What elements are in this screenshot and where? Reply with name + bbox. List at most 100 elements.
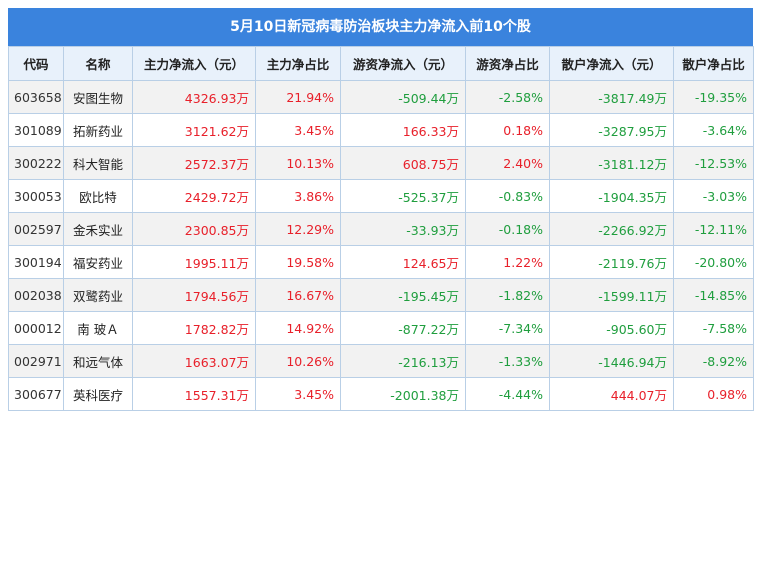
cell-retail-ratio: -19.35% — [673, 80, 754, 114]
cell-stock-code: 000012 — [8, 311, 64, 345]
cell-main-ratio: 3.45% — [255, 377, 341, 411]
cell-stock-name: 双鹭药业 — [63, 278, 133, 312]
cell-stock-code: 301089 — [8, 113, 64, 147]
cell-retail-ratio: -3.03% — [673, 179, 754, 213]
fund-flow-table-panel: 5月10日新冠病毒防治板块主力净流入前10个股 代码 名称 主力净流入（元） 主… — [8, 8, 754, 411]
cell-main-ratio: 3.86% — [255, 179, 341, 213]
col-header-main-inflow[interactable]: 主力净流入（元） — [132, 46, 256, 81]
table-row[interactable]: 300677 英科医疗 1557.31万 3.45% -2001.38万 -4.44% 44… — [8, 377, 754, 411]
cell-hot-money-ratio: 1.22% — [465, 245, 550, 279]
cell-hot-money-inflow: -33.93万 — [340, 212, 466, 246]
cell-main-ratio: 3.45% — [255, 113, 341, 147]
cell-retail-ratio: -3.64% — [673, 113, 754, 147]
cell-stock-code: 300677 — [8, 377, 64, 411]
cell-main-inflow: 2300.85万 — [132, 212, 256, 246]
cell-retail-inflow: -1904.35万 — [549, 179, 674, 213]
cell-hot-money-ratio: 2.40% — [465, 146, 550, 180]
cell-main-ratio: 14.92% — [255, 311, 341, 345]
cell-stock-code: 300222 — [8, 146, 64, 180]
fund-flow-table: 代码 名称 主力净流入（元） 主力净占比 游资净流入（元） 游资净占比 散户净流… — [8, 46, 754, 411]
cell-stock-name: 拓新药业 — [63, 113, 133, 147]
cell-hot-money-inflow: -877.22万 — [340, 311, 466, 345]
cell-stock-code: 002038 — [8, 278, 64, 312]
col-header-hot-money-ratio[interactable]: 游资净占比 — [465, 46, 550, 81]
cell-stock-code: 300053 — [8, 179, 64, 213]
cell-hot-money-ratio: -2.58% — [465, 80, 550, 114]
cell-stock-code: 002597 — [8, 212, 64, 246]
cell-retail-inflow: -2266.92万 — [549, 212, 674, 246]
cell-stock-code: 300194 — [8, 245, 64, 279]
cell-hot-money-ratio: -0.83% — [465, 179, 550, 213]
table-row[interactable]: 000012 南 玻Ａ 1782.82万 14.92% -877.22万 -7.34% -9… — [8, 311, 754, 345]
cell-retail-inflow: -3817.49万 — [549, 80, 674, 114]
cell-main-inflow: 1557.31万 — [132, 377, 256, 411]
table-row[interactable]: 002971 和远气体 1663.07万 10.26% -216.13万 -1.33% -1… — [8, 344, 754, 378]
col-header-code[interactable]: 代码 — [8, 46, 64, 81]
col-header-name[interactable]: 名称 — [63, 46, 133, 81]
cell-stock-name: 欧比特 — [63, 179, 133, 213]
table-row[interactable]: 300053 欧比特 2429.72万 3.86% -525.37万 -0.83% -190… — [8, 179, 754, 213]
table-header-row: 代码 名称 主力净流入（元） 主力净占比 游资净流入（元） 游资净占比 散户净流… — [8, 46, 754, 81]
cell-hot-money-inflow: -2001.38万 — [340, 377, 466, 411]
cell-hot-money-ratio: -1.82% — [465, 278, 550, 312]
cell-retail-ratio: 0.98% — [673, 377, 754, 411]
table-row[interactable]: 300194 福安药业 1995.11万 19.58% 124.65万 1.22% -211… — [8, 245, 754, 279]
table-body: 603658 安图生物 4326.93万 21.94% -509.44万 -2.58% -3… — [8, 80, 754, 411]
cell-retail-inflow: -905.60万 — [549, 311, 674, 345]
cell-main-ratio: 10.26% — [255, 344, 341, 378]
table-row[interactable]: 301089 拓新药业 3121.62万 3.45% 166.33万 0.18% -3287… — [8, 113, 754, 147]
col-header-hot-money-inflow[interactable]: 游资净流入（元） — [340, 46, 466, 81]
cell-hot-money-ratio: -0.18% — [465, 212, 550, 246]
cell-retail-inflow: -3181.12万 — [549, 146, 674, 180]
cell-main-inflow: 2429.72万 — [132, 179, 256, 213]
cell-retail-inflow: 444.07万 — [549, 377, 674, 411]
cell-retail-ratio: -20.80% — [673, 245, 754, 279]
cell-hot-money-inflow: -525.37万 — [340, 179, 466, 213]
cell-main-inflow: 3121.62万 — [132, 113, 256, 147]
table-row[interactable]: 603658 安图生物 4326.93万 21.94% -509.44万 -2.58% -3… — [8, 80, 754, 114]
cell-hot-money-ratio: -1.33% — [465, 344, 550, 378]
cell-stock-name: 英科医疗 — [63, 377, 133, 411]
col-header-retail-ratio[interactable]: 散户净占比 — [673, 46, 754, 81]
cell-stock-name: 金禾实业 — [63, 212, 133, 246]
cell-stock-name: 南 玻Ａ — [63, 311, 133, 345]
cell-main-ratio: 16.67% — [255, 278, 341, 312]
cell-main-inflow: 2572.37万 — [132, 146, 256, 180]
cell-main-inflow: 1663.07万 — [132, 344, 256, 378]
cell-stock-name: 福安药业 — [63, 245, 133, 279]
cell-main-ratio: 21.94% — [255, 80, 341, 114]
cell-retail-ratio: -8.92% — [673, 344, 754, 378]
cell-hot-money-inflow: 608.75万 — [340, 146, 466, 180]
cell-stock-name: 和远气体 — [63, 344, 133, 378]
cell-retail-inflow: -1446.94万 — [549, 344, 674, 378]
table-row[interactable]: 002038 双鹭药业 1794.56万 16.67% -195.45万 -1.82% -1… — [8, 278, 754, 312]
cell-stock-name: 科大智能 — [63, 146, 133, 180]
cell-stock-code: 603658 — [8, 80, 64, 114]
cell-hot-money-inflow: -509.44万 — [340, 80, 466, 114]
cell-main-inflow: 1995.11万 — [132, 245, 256, 279]
cell-retail-ratio: -7.58% — [673, 311, 754, 345]
cell-retail-ratio: -14.85% — [673, 278, 754, 312]
cell-hot-money-ratio: -4.44% — [465, 377, 550, 411]
cell-retail-inflow: -3287.95万 — [549, 113, 674, 147]
col-header-retail-inflow[interactable]: 散户净流入（元） — [549, 46, 674, 81]
cell-hot-money-ratio: 0.18% — [465, 113, 550, 147]
cell-retail-inflow: -1599.11万 — [549, 278, 674, 312]
cell-hot-money-inflow: 166.33万 — [340, 113, 466, 147]
cell-main-ratio: 12.29% — [255, 212, 341, 246]
cell-main-ratio: 19.58% — [255, 245, 341, 279]
table-row[interactable]: 300222 科大智能 2572.37万 10.13% 608.75万 2.40% -318… — [8, 146, 754, 180]
table-row[interactable]: 002597 金禾实业 2300.85万 12.29% -33.93万 -0.18% -22… — [8, 212, 754, 246]
cell-hot-money-inflow: -195.45万 — [340, 278, 466, 312]
table-title: 5月10日新冠病毒防治板块主力净流入前10个股 — [8, 8, 753, 46]
cell-hot-money-ratio: -7.34% — [465, 311, 550, 345]
col-header-main-ratio[interactable]: 主力净占比 — [255, 46, 341, 81]
cell-main-inflow: 1794.56万 — [132, 278, 256, 312]
cell-stock-code: 002971 — [8, 344, 64, 378]
cell-main-inflow: 4326.93万 — [132, 80, 256, 114]
cell-hot-money-inflow: 124.65万 — [340, 245, 466, 279]
cell-main-ratio: 10.13% — [255, 146, 341, 180]
cell-main-inflow: 1782.82万 — [132, 311, 256, 345]
cell-stock-name: 安图生物 — [63, 80, 133, 114]
cell-retail-inflow: -2119.76万 — [549, 245, 674, 279]
